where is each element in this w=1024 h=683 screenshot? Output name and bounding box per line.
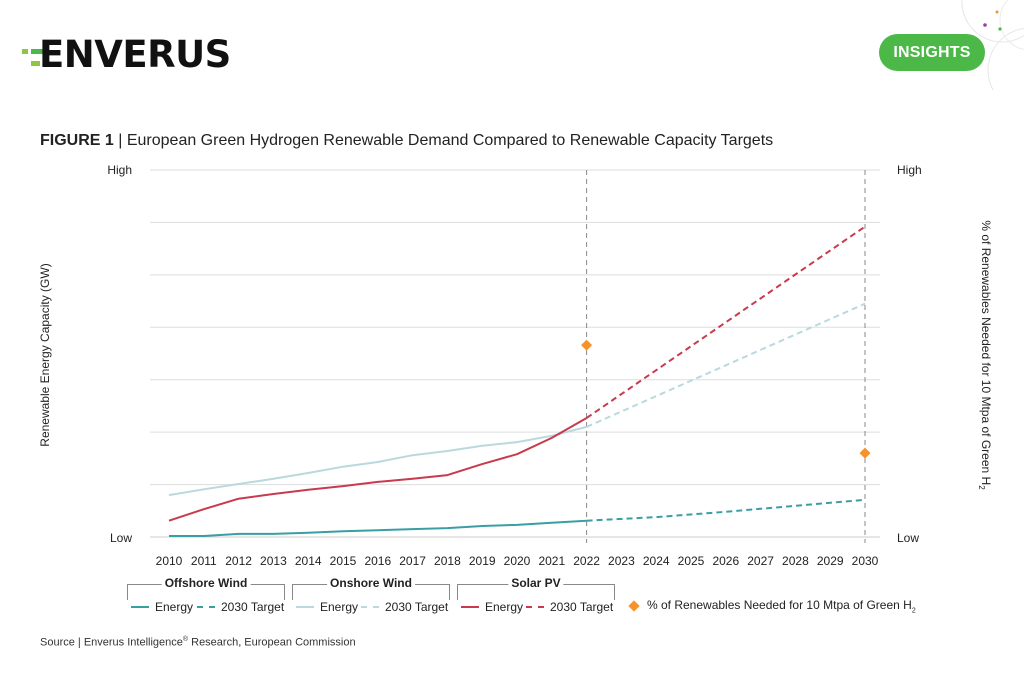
x-tick-label: 2026 (712, 554, 739, 568)
source-suffix: Research, European Commission (188, 636, 356, 649)
legend-item-onshore-energy[interactable]: Energy (296, 600, 358, 614)
dashed-line-swatch-icon (197, 606, 215, 608)
legend-label: Energy (485, 600, 524, 614)
insights-button[interactable]: INSIGHTS (879, 34, 985, 71)
legend-label-main: % of Renewables Needed for 10 Mtpa of Gr… (647, 598, 912, 612)
legend-group-title: Offshore Wind (161, 576, 251, 590)
legend-label: Energy (155, 600, 194, 614)
registered-mark: ® (182, 636, 189, 643)
insights-button-label: INSIGHTS (893, 43, 971, 61)
markers (581, 339, 871, 459)
y2-axis-title-sub: 2 (977, 485, 986, 490)
diamond-marker-icon (628, 600, 640, 612)
legend-group-title: Solar PV (508, 576, 564, 590)
solid-line-swatch-icon (296, 606, 314, 608)
source-prefix: Source | Enverus Intelligence (40, 636, 183, 649)
series-line-onshore-wind-energy (168, 425, 587, 497)
x-tick-label: 2027 (747, 554, 774, 568)
figure-title-text: European Green Hydrogen Renewable Demand… (126, 132, 774, 149)
legend-item-solar-target[interactable]: 2030 Target (526, 600, 613, 614)
logo-wordmark: ENVERUS (39, 33, 231, 76)
y2-axis-title-main: % of Renewables Needed for 10 Mtpa of Gr… (979, 220, 993, 485)
x-tick-label: 2024 (643, 554, 670, 568)
y-axis-max-label: High (107, 163, 132, 177)
legend-group-offshore: Offshore Wind (127, 576, 285, 600)
legend-item-offshore-energy[interactable]: Energy (131, 600, 193, 614)
legend-label: 2030 Target (385, 600, 449, 614)
x-tick-label: 2023 (608, 554, 635, 568)
x-tick-label: 2011 (191, 554, 217, 568)
x-tick-label: 2021 (538, 554, 565, 568)
series-lines (168, 225, 866, 537)
legend-group-title: Onshore Wind (327, 576, 415, 590)
x-tick-label: 2017 (399, 554, 426, 568)
dashed-line-swatch-icon (526, 606, 544, 608)
series-line-onshore-wind-2030-target (586, 302, 866, 428)
renewables-needed-marker-2030 (859, 447, 871, 459)
x-tick-label: 2028 (782, 554, 809, 568)
decorative-circles-icon (961, 0, 1024, 90)
enverus-logo: ENVERUS (22, 33, 252, 76)
legend-item-offshore-target[interactable]: 2030 Target (197, 600, 284, 614)
legend-item-onshore-target[interactable]: 2030 Target (361, 600, 448, 614)
legend-label: Energy (320, 600, 359, 614)
x-tick-label: 2029 (817, 554, 844, 568)
solid-line-swatch-icon (131, 606, 149, 608)
series-line-offshore-wind-2030-target (586, 498, 866, 522)
reference-lines (586, 170, 866, 543)
x-tick-label: 2022 (573, 554, 600, 568)
legend-label: 2030 Target (221, 600, 285, 614)
dashed-line-swatch-icon (361, 606, 379, 608)
x-tick-label: 2025 (678, 554, 705, 568)
figure-title-separator: | (113, 132, 127, 149)
y2-axis-min-label: Low (897, 531, 919, 545)
logo-mark-icon (22, 49, 47, 66)
series-line-solar-pv-2030-target (586, 225, 866, 419)
renewables-needed-marker-2022 (581, 339, 593, 351)
legend-item-solar-energy[interactable]: Energy (461, 600, 523, 614)
solid-line-swatch-icon (461, 606, 479, 608)
line-chart: 2010 2011 2012 2013 2014 2015 2016 2017 2018 2019… (38, 163, 993, 568)
x-tick-label: 2019 (469, 554, 496, 568)
x-tick-label: 2010 (156, 554, 183, 568)
y-axis-min-label: Low (110, 531, 132, 545)
legend-label: 2030 Target (550, 600, 614, 614)
x-tick-label: 2016 (364, 554, 391, 568)
legend-group-solar: Solar PV (457, 576, 615, 600)
y2-axis-max-label: High (897, 163, 922, 177)
x-tick-label: 2030 (852, 554, 879, 568)
series-line-solar-pv-energy (168, 417, 588, 522)
grid-lines (150, 169, 880, 538)
legend-item-renewables-needed[interactable]: % of Renewables Needed for 10 Mtpa of Gr… (628, 598, 916, 614)
figure-number: FIGURE 1 (40, 132, 114, 149)
x-tick-label: 2020 (504, 554, 531, 568)
x-tick-label: 2018 (434, 554, 461, 568)
x-tick-label: 2015 (330, 554, 357, 568)
x-axis-ticks: 2010 2011 2012 2013 2014 2015 2016 2017 2018 2019… (156, 554, 879, 568)
x-tick-label: 2014 (295, 554, 322, 568)
y2-axis-title: % of Renewables Needed for 10 Mtpa of Gr… (977, 220, 993, 490)
legend-label: % of Renewables Needed for 10 Mtpa of Gr… (647, 598, 916, 614)
series-line-offshore-wind-energy (169, 519, 587, 537)
legend-group-onshore: Onshore Wind (292, 576, 450, 600)
x-tick-label: 2012 (225, 554, 252, 568)
figure-title: FIGURE 1 | European Green Hydrogen Renew… (40, 132, 773, 150)
y-axis-title: Renewable Energy Capacity (GW) (38, 263, 52, 446)
legend-label-sub: 2 (911, 607, 916, 615)
x-tick-label: 2013 (260, 554, 287, 568)
source-note: Source | Enverus Intelligence® Research,… (40, 636, 356, 649)
